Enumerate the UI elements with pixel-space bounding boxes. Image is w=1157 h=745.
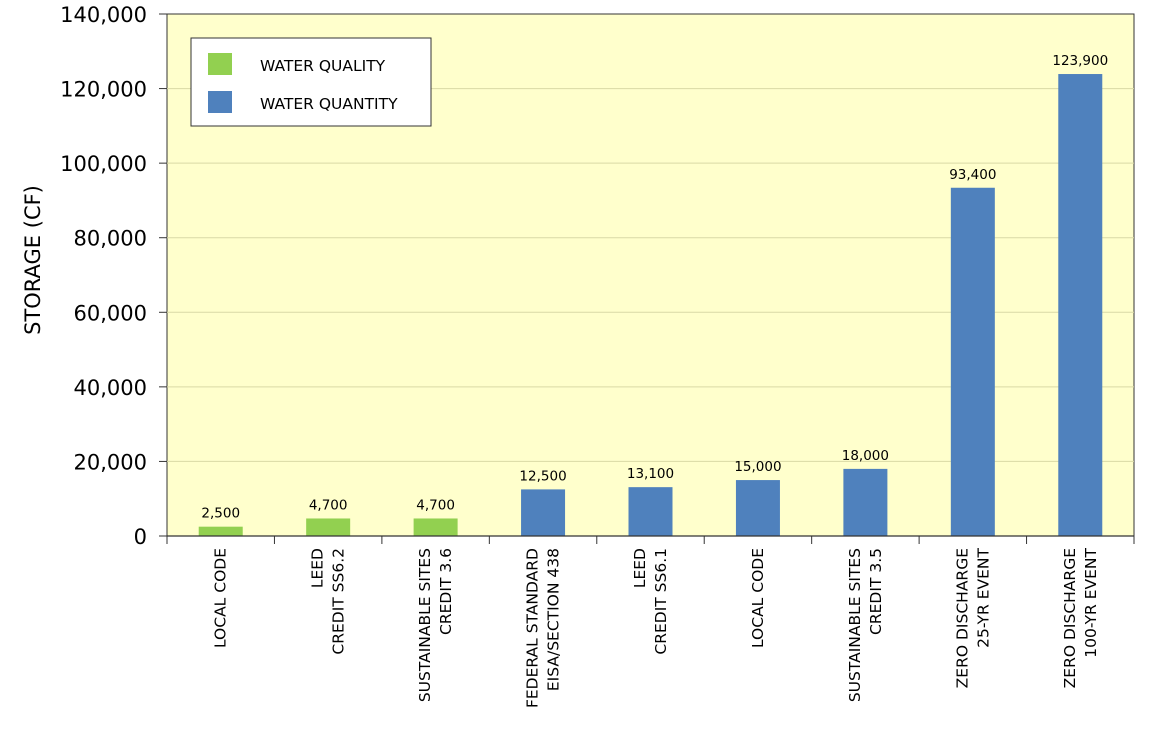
x-tick-label-line: LEED: [631, 548, 649, 588]
legend-swatch-water-quantity: [208, 91, 232, 113]
bar: [950, 187, 995, 536]
y-tick-label: 60,000: [74, 301, 147, 325]
bar: [521, 489, 566, 536]
y-tick-label: 20,000: [74, 450, 147, 474]
x-tick-label-line: 100-YR EVENT: [1082, 547, 1100, 657]
x-tick-label: LEED CREDIT SS6.1: [631, 548, 670, 655]
data-label: 4,700: [309, 497, 348, 513]
y-tick-label: 40,000: [74, 376, 147, 400]
x-tick-label-line: CREDIT 3.6: [437, 548, 455, 635]
legend: WATER QUALITY WATER QUANTITY: [190, 37, 432, 127]
data-label: 13,100: [627, 466, 674, 482]
data-label: 4,700: [416, 497, 455, 513]
x-tick-label-line: CREDIT SS6.1: [652, 548, 670, 655]
bar: [413, 518, 458, 536]
y-tick-label: 100,000: [60, 152, 147, 176]
x-tick-label-line: SUSTAINABLE SITES: [846, 548, 864, 702]
x-tick-label-line: LEED: [309, 548, 327, 588]
x-tick-label-line: 25-YR EVENT: [974, 547, 992, 647]
data-label: 15,000: [734, 459, 781, 475]
y-axis-ticks: 0 20,000 40,000 60,000 80,000 100,000 120,000 1…: [60, 3, 167, 549]
bar: [843, 468, 888, 536]
y-tick-label: 0: [134, 525, 147, 549]
y-tick-label: 140,000: [60, 3, 147, 27]
x-tick-label-line: CREDIT SS6.2: [330, 548, 348, 655]
legend-label-water-quality: WATER QUALITY: [260, 57, 386, 75]
x-tick-label-line: CREDIT 3.5: [867, 548, 885, 635]
x-tick-label: LOCAL CODE: [749, 548, 767, 648]
bar: [735, 480, 780, 536]
bar: [1058, 74, 1103, 536]
x-tick-label-line: EISA/SECTION 438: [545, 548, 563, 691]
y-axis-label: STORAGE (CF): [21, 185, 45, 335]
data-label: 123,900: [1052, 53, 1108, 69]
data-label: 93,400: [949, 167, 996, 183]
x-tick-label: LEED CREDIT SS6.2: [309, 548, 348, 655]
x-tick-label-line: LOCAL CODE: [749, 548, 767, 648]
x-tick-label: SUSTAINABLE SITES CREDIT 3.5: [846, 548, 885, 702]
x-tick-label-line: LOCAL CODE: [212, 548, 230, 648]
bar: [198, 526, 243, 536]
x-axis-ticks: LOCAL CODE LEED CREDIT SS6.2 SUSTAINABLE SI…: [166, 536, 1135, 708]
x-tick-label: ZERO DISCHARGE 25-YR EVENT: [953, 547, 992, 688]
bar: [628, 487, 673, 536]
bar: [306, 518, 351, 536]
legend-swatch-water-quality: [208, 53, 232, 75]
y-tick-label: 80,000: [74, 227, 147, 251]
x-tick-label-line: SUSTAINABLE SITES: [416, 548, 434, 702]
x-tick-label: FEDERAL STANDARD EISA/SECTION 438: [524, 548, 563, 708]
y-tick-label: 120,000: [60, 78, 147, 102]
x-tick-label-line: ZERO DISCHARGE: [953, 548, 971, 688]
data-labels: 2,500 4,700 4,700 12,500 13,100 15,000 18,000 9…: [201, 53, 1108, 522]
data-label: 2,500: [201, 506, 240, 522]
data-label: 18,000: [842, 448, 889, 464]
x-tick-label: SUSTAINABLE SITES CREDIT 3.6: [416, 548, 455, 702]
bars: [198, 74, 1103, 536]
x-tick-label-line: FEDERAL STANDARD: [524, 548, 542, 708]
x-tick-label-line: ZERO DISCHARGE: [1061, 548, 1079, 688]
legend-label-water-quantity: WATER QUANTITY: [260, 95, 398, 113]
data-label: 12,500: [519, 468, 566, 484]
x-tick-label: ZERO DISCHARGE 100-YR EVENT: [1061, 547, 1100, 688]
x-tick-label: LOCAL CODE: [212, 548, 230, 648]
